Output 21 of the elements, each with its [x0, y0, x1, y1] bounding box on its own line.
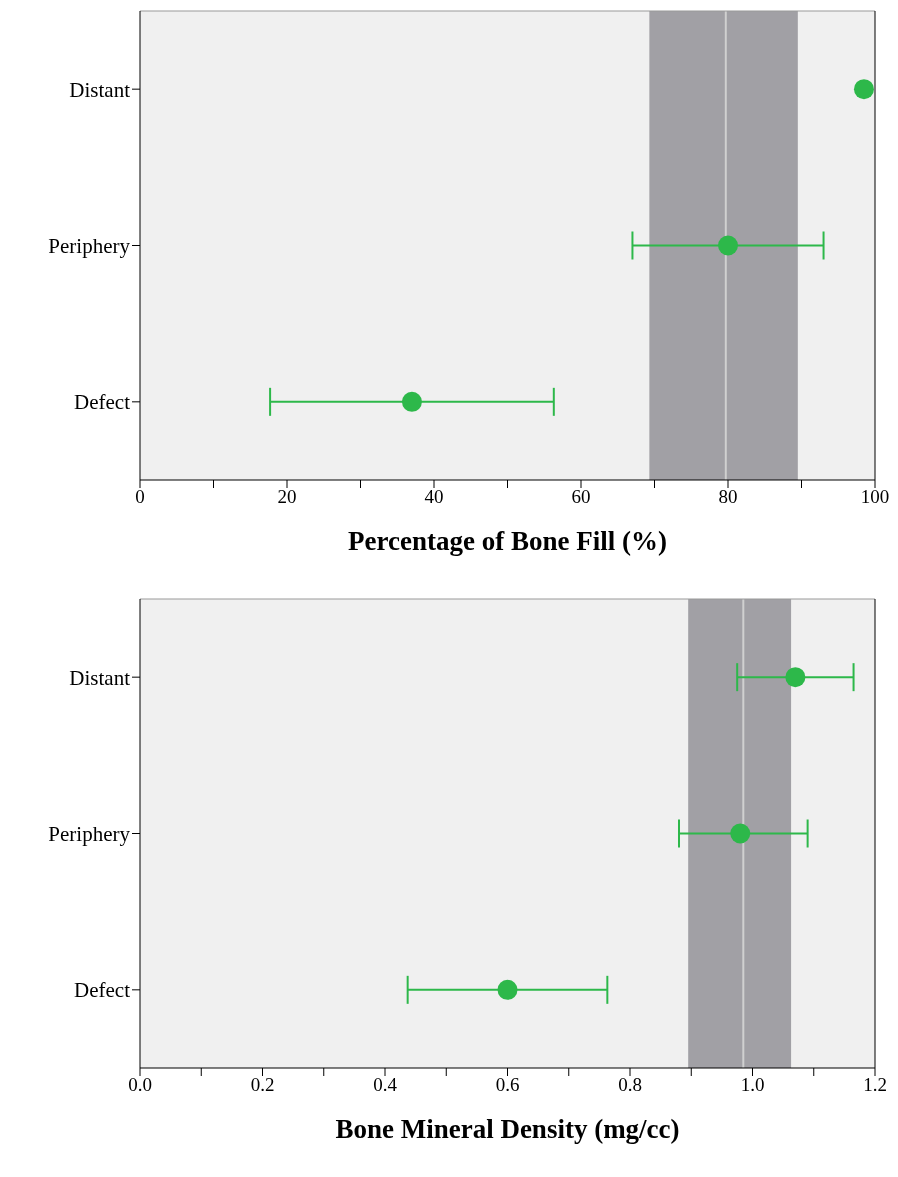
x-tick-label: 80: [718, 486, 738, 508]
x-tick-label: 1.0: [740, 1074, 765, 1096]
y-tick-label: Defect: [74, 390, 131, 415]
y-tick-label: Periphery: [48, 821, 131, 846]
x-tick-label: 0.2: [250, 1074, 275, 1096]
x-tick-label: 0.8: [618, 1074, 642, 1096]
x-tick-label: 40: [424, 486, 444, 508]
x-axis-title: Bone Mineral Density (mg/cc): [335, 1114, 680, 1144]
y-tick-label: Defect: [74, 978, 131, 1003]
x-tick-label: 20: [277, 486, 297, 508]
x-tick-label: 60: [571, 486, 591, 508]
y-tick-label: Periphery: [48, 233, 131, 258]
x-tick-label: 0.6: [495, 1074, 520, 1096]
x-tick-label: 0.4: [373, 1074, 398, 1096]
x-axis-title: Percentage of Bone Fill (%): [348, 526, 667, 556]
x-tick-label: 100: [860, 486, 890, 508]
x-tick-label: 1.2: [863, 1074, 887, 1096]
x-tick-label: 0.0: [128, 1074, 152, 1096]
y-tick-label: Distant: [69, 665, 131, 690]
x-tick-label: 0: [135, 486, 145, 508]
y-tick-label: Distant: [69, 77, 131, 102]
